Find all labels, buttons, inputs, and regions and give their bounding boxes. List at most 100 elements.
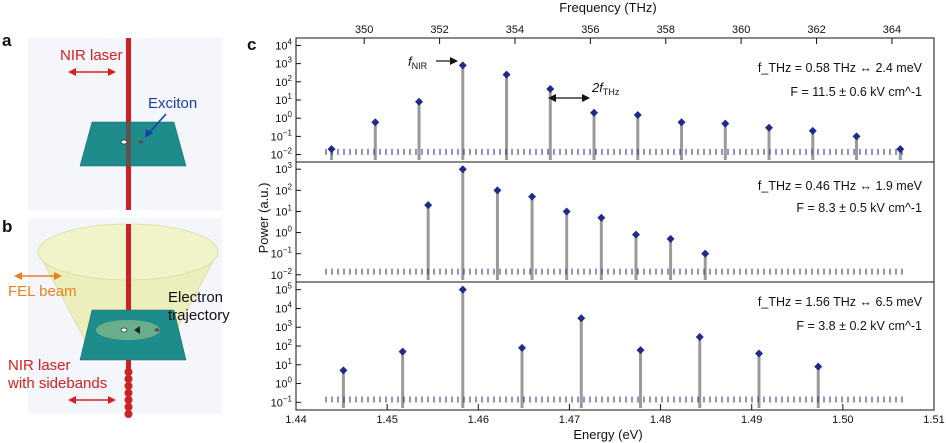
x-tick-label: 1.49 — [741, 414, 762, 426]
y-tick-exponent: −1 — [283, 128, 293, 137]
electron-trajectory-label-2: trajectory — [168, 307, 230, 324]
y-tick-label: 100 — [275, 376, 292, 391]
panel-c-axes: 10−210−110010110210310410−210−1100101102… — [271, 24, 945, 426]
y-tick-label: 101 — [275, 92, 292, 107]
sideband-peak-marker — [814, 362, 823, 371]
exciton-label: Exciton — [148, 95, 197, 112]
y-tick-label: 102 — [275, 182, 292, 197]
exciton-hole — [138, 140, 144, 144]
fel-polarization-arrow — [14, 272, 62, 280]
panel-a-label: a — [2, 31, 12, 50]
sideband-peak-marker — [852, 132, 861, 141]
x-tick-label: 1.47 — [559, 414, 580, 426]
svg-text:fNIR: fNIR — [408, 54, 428, 71]
sideband-peak-marker — [518, 343, 527, 352]
y-tick-label: 105 — [275, 282, 292, 297]
sideband-label-2: with sidebands — [7, 375, 107, 392]
panel-c-label: c — [247, 35, 256, 54]
y-tick-label: 103 — [275, 161, 292, 176]
y-tick-exponent: 3 — [288, 56, 293, 65]
top-axis-label: Frequency (THz) — [559, 0, 657, 15]
sideband-peak-marker — [577, 314, 586, 323]
sideband-label-1: NIR laser — [8, 357, 71, 374]
bottom-axis-label: Energy (eV) — [573, 427, 642, 442]
x-tick-label: 1.51 — [923, 414, 944, 426]
sideband-peak-marker — [502, 70, 511, 79]
x-tick-label: 1.44 — [285, 414, 306, 426]
sideband-peak-marker — [755, 349, 764, 358]
y-tick-label: 103 — [275, 56, 292, 71]
y-tick-exponent: 4 — [288, 37, 293, 46]
y-tick-exponent: −1 — [283, 394, 293, 403]
y-tick-exponent: 1 — [288, 92, 293, 101]
x-tick-label: 1.46 — [468, 414, 489, 426]
top-tick-label: 354 — [506, 24, 524, 36]
y-tick-label: 104 — [275, 37, 292, 52]
sideband-peak-marker — [528, 192, 537, 201]
sideband-beads — [124, 368, 133, 418]
y-tick-label: 10−1 — [271, 394, 293, 409]
y-tick-label: 104 — [275, 300, 292, 315]
panel-c-data — [325, 61, 905, 408]
y-tick-exponent: 2 — [288, 182, 293, 191]
sideband-peak-marker — [398, 347, 407, 356]
panel-c-annotations: f_THz = 0.58 THz ↔ 2.4 meV F = 11.5 ± 0.6… — [758, 61, 923, 333]
y-tick-label: 10−1 — [271, 246, 293, 261]
sideband-peak-marker — [371, 118, 380, 127]
y-tick-exponent: −2 — [283, 147, 293, 156]
polarization-arrow-a — [68, 68, 116, 76]
sideband-peak-marker — [458, 285, 467, 294]
sideband-peak-marker — [339, 366, 348, 375]
y-tick-label: 101 — [275, 203, 292, 218]
sideband-peak-marker — [562, 207, 571, 216]
sideband-peak-marker — [546, 85, 555, 94]
top-tick-label: 356 — [581, 24, 599, 36]
y-tick-exponent: 2 — [288, 338, 293, 347]
sideband-peak-marker — [666, 234, 675, 243]
sideband-peak-marker — [458, 61, 467, 70]
field-annotation-frequency: f_THz = 0.46 THz ↔ 1.9 meV — [758, 179, 923, 193]
top-tick-label: 350 — [355, 24, 373, 36]
top-tick-label: 358 — [657, 24, 675, 36]
hole-b — [154, 328, 160, 332]
y-tick-exponent: 3 — [288, 161, 293, 170]
y-tick-exponent: 0 — [288, 376, 293, 385]
y-tick-exponent: 0 — [288, 110, 293, 119]
field-annotation-strength: F = 8.3 ± 0.5 kV cm^-1 — [796, 201, 922, 215]
top-tick-label: 352 — [430, 24, 448, 36]
field-annotation-frequency: f_THz = 1.56 THz ↔ 6.5 meV — [758, 295, 923, 309]
two-fthz-arrow: 2fTHz — [548, 80, 620, 102]
y-tick-label: 100 — [275, 110, 292, 125]
field-annotation-frequency: f_THz = 0.58 THz ↔ 2.4 meV — [758, 61, 923, 75]
field-annotation-strength: F = 3.8 ± 0.2 kV cm^-1 — [796, 319, 922, 333]
top-tick-label: 360 — [732, 24, 750, 36]
x-tick-label: 1.45 — [376, 414, 397, 426]
sideband-peak-marker — [458, 165, 467, 174]
sample-plate-a — [79, 121, 187, 167]
electron-b — [120, 327, 128, 333]
electron-trajectory-label-1: Electron — [168, 289, 223, 306]
svg-text:2fTHz: 2fTHz — [591, 80, 620, 97]
sideband-peak-marker — [808, 126, 817, 135]
x-tick-label: 1.50 — [832, 414, 853, 426]
y-tick-exponent: −2 — [283, 267, 293, 276]
y-tick-label: 10−2 — [271, 147, 293, 162]
sideband-peak-marker — [631, 230, 640, 239]
y-tick-label: 10−2 — [271, 267, 293, 282]
y-tick-exponent: 0 — [288, 225, 293, 234]
y-tick-exponent: 4 — [288, 300, 293, 309]
sideband-peak-marker — [701, 249, 710, 258]
y-tick-exponent: 1 — [288, 357, 293, 366]
y-tick-label: 101 — [275, 357, 292, 372]
fnir-arrow: fNIR — [408, 54, 458, 71]
y-tick-exponent: 2 — [288, 74, 293, 83]
y-tick-exponent: 3 — [288, 319, 293, 328]
sideband-peak-marker — [721, 119, 730, 128]
sideband-peak-marker — [677, 118, 686, 127]
y-tick-exponent: 5 — [288, 282, 293, 291]
y-tick-label: 103 — [275, 319, 292, 334]
y-tick-label: 10−1 — [271, 128, 293, 143]
sideband-peak-marker — [636, 346, 645, 355]
sideband-peak-marker — [597, 213, 606, 222]
